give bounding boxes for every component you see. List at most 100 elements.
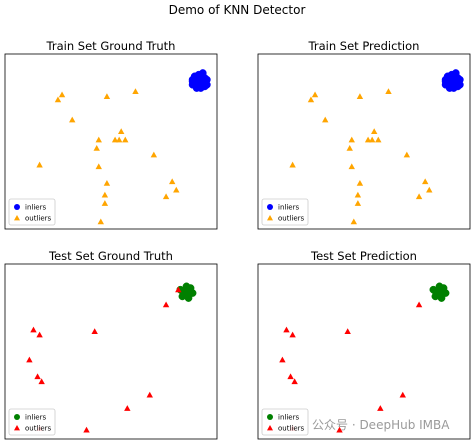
outlier-point — [38, 378, 45, 385]
legend: inliers outliers — [261, 198, 309, 226]
legend-label: inliers — [278, 204, 299, 212]
outlier-point — [173, 186, 180, 193]
inlier-point — [431, 292, 440, 301]
series-outliers — [36, 88, 180, 225]
outlier-point — [415, 193, 423, 200]
legend-label: outliers — [25, 215, 52, 223]
outlier-point — [115, 136, 123, 143]
outlier-point — [95, 136, 102, 143]
legend: inliers outliers — [8, 408, 56, 436]
outlier-point — [377, 405, 384, 411]
outlier-point — [69, 116, 76, 123]
subplot-1: Train Set Ground Truth inliers outliers — [4, 39, 218, 230]
legend-inlier-marker — [267, 414, 273, 420]
subplot-title: Test Set Ground Truth — [48, 249, 173, 263]
subplot-grid: Train Set Ground TruthinliersoutliersTra… — [4, 39, 471, 440]
inlier-point — [178, 292, 187, 301]
series-outliers — [289, 88, 433, 225]
outlier-point — [415, 301, 423, 308]
legend-inlier-marker — [14, 414, 20, 420]
series-inliers — [176, 282, 197, 302]
outlier-point — [58, 91, 66, 98]
outlier-point — [124, 405, 131, 411]
outlier-point — [291, 378, 298, 385]
series-outliers — [279, 301, 423, 433]
outlier-point — [346, 144, 353, 151]
subplot-title: Test Set Prediction — [310, 249, 417, 263]
legend: inliers outliers — [8, 198, 56, 226]
inlier-point — [439, 284, 448, 292]
outlier-point — [30, 326, 37, 333]
outlier-point — [364, 136, 372, 143]
legend-label: inliers — [25, 204, 46, 212]
outlier-point — [36, 161, 43, 168]
legend: inliers outliers — [261, 408, 309, 436]
outlier-point — [375, 136, 382, 143]
outlier-point — [348, 163, 355, 170]
legend-label: inliers — [278, 414, 299, 422]
outlier-point — [399, 391, 406, 398]
series-inliers — [188, 69, 211, 92]
outlier-point — [122, 136, 129, 143]
outlier-point — [54, 96, 62, 103]
watermark: 公众号 · DeepHub IMBA — [312, 418, 450, 432]
outlier-point — [103, 93, 111, 99]
outlier-point — [93, 144, 100, 151]
figure-title: Demo of KNN Detector — [169, 3, 306, 17]
outlier-point — [169, 178, 176, 185]
outlier-point — [385, 88, 392, 94]
outlier-point — [26, 356, 33, 363]
outlier-point — [34, 373, 41, 380]
series-inliers — [429, 282, 450, 302]
inlier-point — [445, 80, 454, 89]
outlier-point — [354, 191, 362, 198]
outlier-point — [289, 161, 296, 168]
outlier-point — [426, 186, 433, 193]
outlier-point — [150, 151, 158, 158]
outlier-point — [279, 356, 286, 363]
outlier-point — [354, 200, 362, 206]
outlier-point — [162, 193, 170, 200]
outlier-point — [336, 426, 343, 433]
series-inliers — [441, 69, 464, 92]
legend-outlier-marker — [14, 425, 20, 431]
subplot-4: Test Set Prediction inliers outliers — [257, 249, 471, 440]
legend-label: outliers — [278, 215, 305, 223]
legend-inlier-marker — [267, 204, 273, 210]
subplot-title: Train Set Prediction — [308, 39, 420, 53]
outlier-point — [111, 136, 119, 143]
outlier-point — [101, 200, 109, 206]
outlier-point — [307, 96, 315, 103]
outlier-point — [146, 391, 153, 398]
outlier-point — [97, 218, 104, 225]
outlier-point — [36, 331, 43, 338]
outlier-point — [422, 178, 429, 185]
legend-box — [261, 408, 309, 436]
legend-box — [8, 198, 56, 226]
outlier-point — [287, 373, 294, 380]
outlier-point — [403, 151, 411, 158]
legend-outlier-marker — [267, 215, 273, 221]
outlier-point — [175, 286, 182, 293]
outlier-point — [368, 136, 376, 143]
inlier-point — [192, 80, 201, 89]
legend-label: inliers — [25, 414, 46, 422]
outlier-point — [344, 328, 351, 335]
inlier-point — [200, 74, 209, 82]
outlier-point — [348, 136, 355, 143]
subplot-2: Train Set Prediction inliers outliers — [257, 39, 471, 230]
outlier-point — [118, 128, 125, 135]
legend-box — [261, 198, 309, 226]
outlier-point — [132, 88, 139, 94]
outlier-point — [371, 128, 378, 135]
outlier-point — [283, 326, 290, 333]
legend-inlier-marker — [14, 204, 20, 210]
outlier-point — [322, 116, 329, 123]
legend-label: outliers — [278, 425, 305, 433]
outlier-point — [83, 426, 90, 433]
subplot-title: Train Set Ground Truth — [46, 39, 176, 53]
outlier-point — [356, 93, 364, 99]
outlier-point — [350, 218, 357, 225]
